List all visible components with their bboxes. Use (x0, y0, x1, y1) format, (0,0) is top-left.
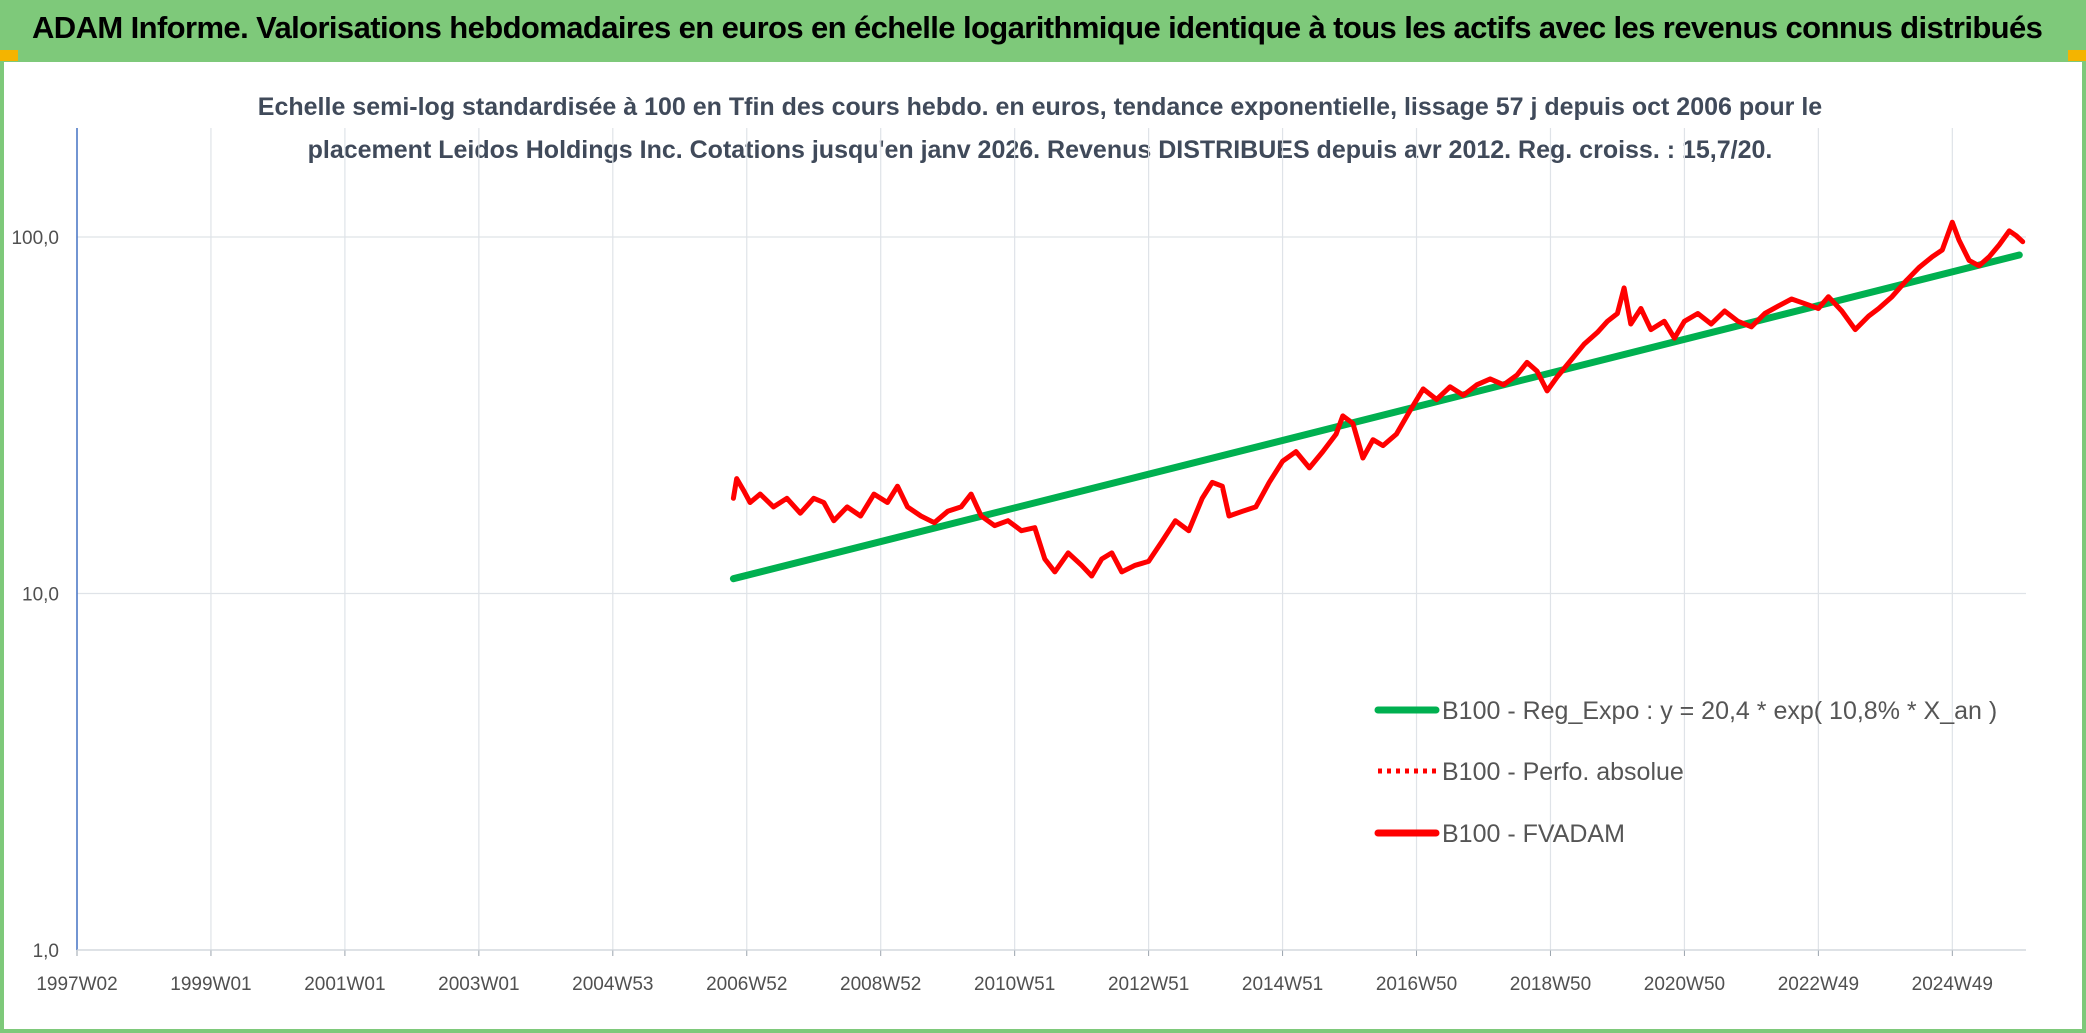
y-tick-label: 10,0 (22, 585, 59, 606)
trend-line (729, 251, 2023, 583)
corner-marker-left (0, 50, 18, 61)
chart-title-line-1: Echelle semi-log standardisée à 100 en T… (257, 93, 1823, 121)
legend-label: B100 - FVADAM (1442, 820, 1625, 848)
legend-label: B100 - Perfo. absolue (1442, 758, 1684, 786)
x-tick-label: 2008W52 (840, 974, 921, 995)
x-tick-label: 2016W50 (1376, 974, 1457, 995)
x-tick-label: 2004W53 (572, 974, 653, 995)
chart-title: Echelle semi-log standardisée à 100 en T… (180, 86, 1900, 172)
x-tick-label: 2006W52 (706, 974, 787, 995)
x-tick-label: 2018W50 (1510, 974, 1591, 995)
axes: 1997W02 1999W01 2001W01 2003W01 2004W53 2006W… (11, 128, 2026, 995)
header-banner: ADAM Informe. Valorisations hebdomadaire… (0, 0, 2086, 62)
x-tick-label: 2012W51 (1108, 974, 1189, 995)
frame-left (0, 62, 4, 1033)
legend-label: B100 - Reg_Expo : y = 20,4 * exp( 10,8% … (1442, 697, 1997, 725)
corner-marker-right (2068, 50, 2086, 61)
y-tick-label: 1,0 (33, 941, 59, 962)
x-tick-label: 1999W01 (170, 974, 251, 995)
series-layer (729, 219, 2026, 583)
frame-right (2082, 62, 2086, 1033)
x-tick-label: 2020W50 (1644, 974, 1725, 995)
x-tick-label: 2024W49 (1912, 974, 1993, 995)
series-line-fvadam (730, 219, 2026, 579)
gridlines (77, 128, 2026, 951)
report-title: ADAM Informe. Valorisations hebdomadaire… (32, 10, 2043, 45)
frame-bottom (0, 1029, 2086, 1033)
legend: B100 - Reg_Expo : y = 20,4 * exp( 10,8% … (1374, 697, 1997, 848)
x-tick-label: 2014W51 (1242, 974, 1323, 995)
x-tick-label: 2001W01 (304, 974, 385, 995)
y-tick-label: 100,0 (11, 228, 59, 249)
x-tick-label: 2022W49 (1778, 974, 1859, 995)
x-tick-label: 1997W02 (36, 974, 117, 995)
x-tick-label: 2010W51 (974, 974, 1055, 995)
x-tick-label: 2003W01 (438, 974, 519, 995)
chart-title-line-2: placement Leidos Holdings Inc. Cotations… (307, 136, 1773, 164)
